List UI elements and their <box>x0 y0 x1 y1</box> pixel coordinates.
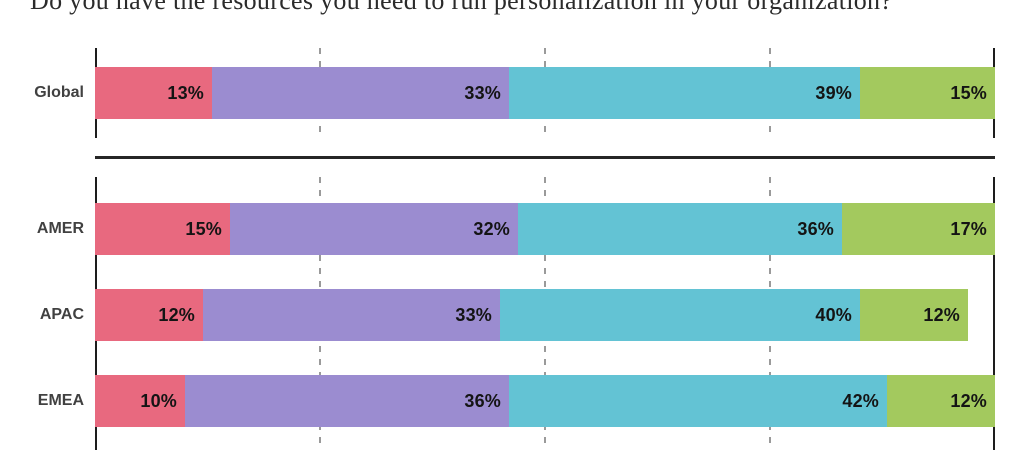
bar-row: EMEA 10% 36% 42% 12% <box>0 375 1024 427</box>
bar-segment-purple: 33% <box>212 67 509 119</box>
segment-value-label: 33% <box>464 82 501 103</box>
bar-segment-green: 12% <box>860 289 968 341</box>
segment-value-label: 13% <box>167 82 204 103</box>
category-label: Global <box>34 84 84 101</box>
segment-value-label: 12% <box>923 304 960 325</box>
axis-line <box>993 177 995 450</box>
bar-segment-pink: 13% <box>95 67 212 119</box>
segment-value-label: 42% <box>842 390 879 411</box>
segment-value-label: 17% <box>950 218 987 239</box>
segment-value-label: 36% <box>464 390 501 411</box>
bar-rows: Global 13% 33% 39% 15% <box>0 48 1024 119</box>
chart-group-global: Global 13% 33% 39% 15% <box>0 48 1024 138</box>
segment-value-label: 39% <box>815 82 852 103</box>
bar-segment-green: 12% <box>887 375 995 427</box>
bar-segment-teal: 36% <box>518 203 842 255</box>
segment-value-label: 10% <box>140 390 177 411</box>
segment-value-label: 40% <box>815 304 852 325</box>
segment-value-label: 36% <box>797 218 834 239</box>
bar-segment-pink: 10% <box>95 375 185 427</box>
bar-row: APAC 12% 33% 40% 12% <box>0 289 1024 341</box>
bar-segment-purple: 36% <box>185 375 509 427</box>
stacked-bar: 12% 33% 40% 12% <box>95 289 995 341</box>
segment-value-label: 15% <box>185 218 222 239</box>
bar-segment-teal: 42% <box>509 375 887 427</box>
segment-value-label: 32% <box>473 218 510 239</box>
segment-value-label: 12% <box>950 390 987 411</box>
bar-segment-green: 17% <box>842 203 995 255</box>
bar-segment-purple: 33% <box>203 289 500 341</box>
stacked-bar: 15% 32% 36% 17% <box>95 203 995 255</box>
bar-segment-green: 15% <box>860 67 995 119</box>
segment-value-label: 33% <box>455 304 492 325</box>
chart-group-regions: AMER 15% 32% 36% 17% APAC 12% 33% 40% 12% EMEA 10% 3… <box>0 177 1024 450</box>
bar-rows: AMER 15% 32% 36% 17% APAC 12% 33% 40% 12% EMEA 10% 3… <box>0 177 1024 427</box>
bar-segment-pink: 12% <box>95 289 203 341</box>
chart-title: Do you have the resources you need to ru… <box>30 0 893 15</box>
category-label: APAC <box>39 306 84 323</box>
stacked-bar: 13% 33% 39% 15% <box>95 67 995 119</box>
segment-value-label: 12% <box>158 304 195 325</box>
stacked-bar: 10% 36% 42% 12% <box>95 375 995 427</box>
bar-segment-purple: 32% <box>230 203 518 255</box>
group-separator-line <box>95 156 995 159</box>
bar-segment-teal: 39% <box>509 67 860 119</box>
bar-row: AMER 15% 32% 36% 17% <box>0 203 1024 255</box>
bar-segment-teal: 40% <box>500 289 860 341</box>
segment-value-label: 15% <box>950 82 987 103</box>
bar-row: Global 13% 33% 39% 15% <box>0 67 1024 119</box>
category-label: AMER <box>36 220 84 237</box>
bar-segment-pink: 15% <box>95 203 230 255</box>
category-label: EMEA <box>37 392 84 409</box>
